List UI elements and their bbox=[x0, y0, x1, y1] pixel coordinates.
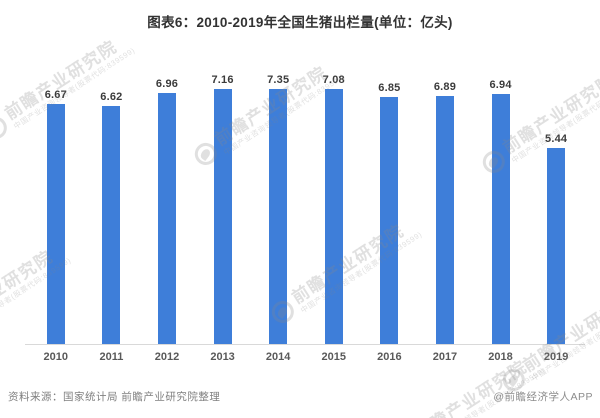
x-axis-label: 2012 bbox=[154, 351, 180, 363]
plot-area: 6.67 6.62 6.96 7.16 7.35 7.08 6.85 6.89 6.94 5.44 bbox=[28, 74, 584, 344]
bar-column: 7.08 bbox=[306, 74, 362, 344]
bar-value-label: 6.94 bbox=[489, 79, 512, 91]
bar bbox=[102, 106, 121, 344]
bar bbox=[157, 93, 176, 344]
bar-value-label: 7.08 bbox=[322, 74, 345, 86]
source-note: 资料来源：国家统计局 前瞻产业研究院整理 bbox=[8, 391, 221, 403]
bar-column: 6.67 bbox=[28, 74, 84, 344]
bar bbox=[46, 104, 65, 344]
x-axis-labels: 2010 2011 2012 2013 2014 2015 2016 2017 2018 2019 bbox=[28, 351, 584, 363]
qianzhan-logo-icon bbox=[0, 113, 12, 144]
bar-value-label: 6.96 bbox=[155, 78, 179, 90]
bar-value-label: 6.62 bbox=[100, 91, 123, 103]
bar bbox=[324, 89, 343, 344]
bar-column: 6.62 bbox=[84, 74, 140, 344]
x-axis-label: 2019 bbox=[543, 351, 569, 363]
bar bbox=[269, 89, 288, 344]
bar-column: 6.85 bbox=[362, 74, 418, 344]
x-axis-label: 2013 bbox=[210, 351, 235, 363]
bar bbox=[547, 148, 566, 344]
bar-column: 7.35 bbox=[250, 74, 306, 344]
bar-value-label: 7.16 bbox=[211, 74, 234, 86]
bar-column: 6.96 bbox=[139, 74, 195, 344]
bar-column: 6.94 bbox=[473, 74, 529, 344]
bar-value-label: 6.85 bbox=[378, 82, 401, 94]
bar bbox=[380, 97, 399, 344]
x-axis-label: 2018 bbox=[488, 351, 513, 363]
bar bbox=[491, 94, 510, 344]
bar-column: 7.16 bbox=[195, 74, 251, 344]
bar-column: 5.44 bbox=[528, 74, 584, 344]
app-credit: @前瞻经济学人APP bbox=[493, 391, 593, 403]
x-axis-line bbox=[25, 344, 585, 345]
x-axis-label: 2014 bbox=[265, 351, 291, 363]
bar-column: 6.89 bbox=[417, 74, 473, 344]
x-axis-label: 2010 bbox=[43, 351, 69, 363]
x-axis-label: 2017 bbox=[432, 351, 458, 363]
x-axis-label: 2015 bbox=[321, 351, 346, 363]
x-axis-label: 2016 bbox=[377, 351, 402, 363]
bar bbox=[213, 89, 232, 344]
bar-value-label: 7.35 bbox=[267, 74, 290, 86]
bar-value-label: 5.44 bbox=[545, 133, 568, 145]
bar-columns: 6.67 6.62 6.96 7.16 7.35 7.08 6.85 6.89 6.94 5.44 bbox=[28, 74, 584, 344]
chart-title: 图表6：2010-2019年全国生猪出栏量(单位：亿头) bbox=[147, 15, 453, 30]
bar bbox=[435, 96, 454, 344]
bar-value-label: 6.89 bbox=[433, 81, 457, 93]
bar-value-label: 6.67 bbox=[44, 89, 67, 101]
x-axis-label: 2011 bbox=[99, 351, 124, 363]
